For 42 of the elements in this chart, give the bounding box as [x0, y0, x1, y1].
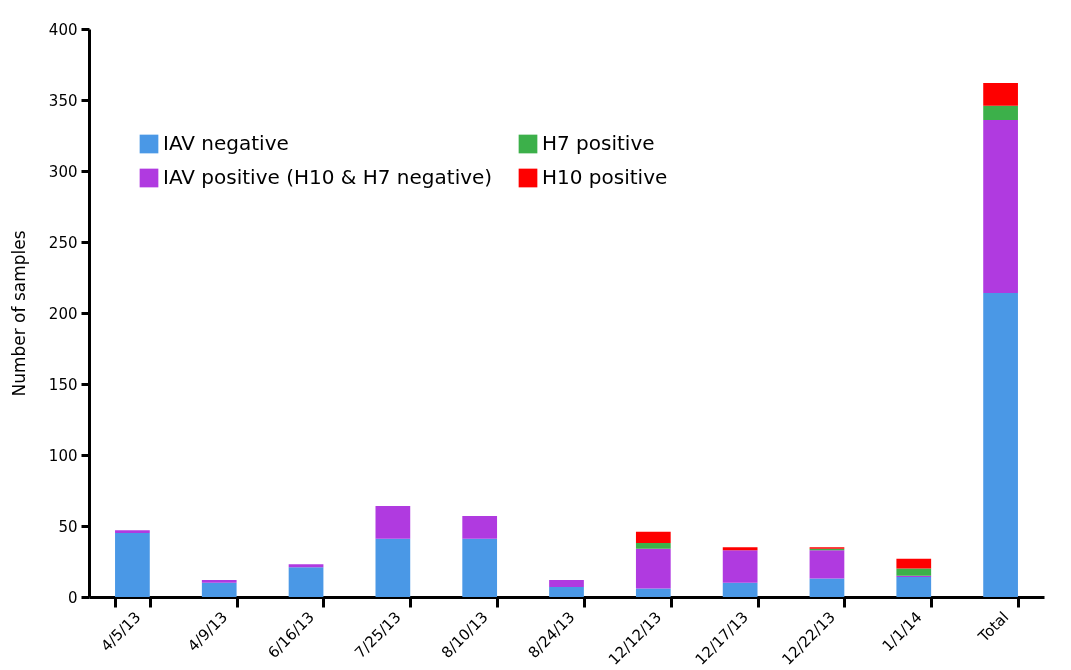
y-tick-label: 350: [48, 91, 78, 110]
bar: [635, 543, 671, 549]
bar: [462, 516, 498, 539]
bar: [549, 579, 584, 588]
bar: [201, 579, 237, 583]
bar: [115, 533, 150, 597]
legend-label: IAV negative: [163, 131, 289, 155]
bar: [809, 550, 845, 579]
bar: [115, 530, 150, 534]
y-tick-label: 300: [48, 162, 78, 181]
y-tick-label: 200: [48, 304, 78, 323]
y-tick-label: 400: [48, 20, 78, 39]
bar: [722, 547, 758, 551]
bar: [983, 105, 1018, 120]
bar: [462, 538, 498, 597]
bar: [375, 506, 411, 539]
bar: [896, 558, 932, 569]
y-tick-label: 100: [48, 446, 78, 465]
legend-label: H7 positive: [542, 131, 655, 155]
bar: [722, 550, 758, 583]
bar: [201, 582, 237, 597]
y-tick-label: 50: [58, 517, 78, 536]
bar: [635, 548, 671, 589]
bar: [983, 119, 1018, 294]
y-axis-title: Number of samples: [8, 230, 29, 397]
bar: [288, 564, 324, 568]
bar: [896, 577, 932, 597]
bar: [288, 567, 324, 597]
y-tick-label: 0: [67, 588, 78, 607]
bar: [635, 531, 671, 544]
legend-label: IAV positive (H10 & H7 negative): [163, 165, 493, 189]
bar: [809, 578, 845, 597]
bar: [375, 538, 411, 597]
y-tick-label: 250: [48, 233, 78, 252]
bar: [983, 293, 1018, 597]
bar: [896, 568, 932, 576]
bar: [549, 587, 584, 597]
bar: [635, 588, 671, 597]
bar: [722, 582, 758, 597]
bar: [983, 82, 1018, 106]
legend-label: H10 positive: [542, 165, 668, 189]
y-tick-label: 150: [48, 375, 78, 394]
